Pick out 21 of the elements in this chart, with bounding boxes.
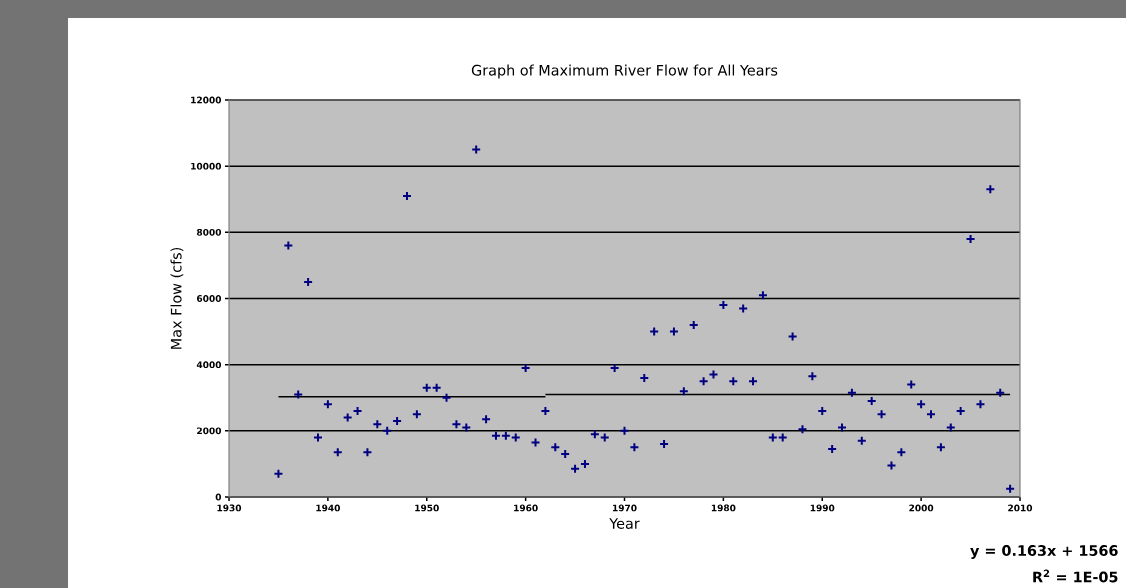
text: R$^{2}$ = 1E-05 (1033, 569, 1118, 583)
chart-title: Graph of Maximum River Flow for All Years (471, 64, 778, 79)
y-tick-label: 6000 (196, 295, 222, 302)
x-tick-label: 1980 (711, 504, 736, 512)
x-tick-label: 1970 (613, 504, 637, 512)
x-tick-label: 1960 (514, 504, 538, 512)
x-tick-label: 1940 (316, 504, 340, 512)
y-tick-label: 0 (215, 493, 222, 501)
x-tick-label: 1950 (415, 504, 439, 512)
x-axis-title: Year (609, 518, 640, 529)
x-tick-label: 2010 (1008, 504, 1033, 512)
y-tick-label: 4000 (196, 361, 222, 369)
y-axis-title: Max Flow (cfs) (170, 247, 184, 349)
text: y = 0.163x + 1566 (970, 545, 1118, 559)
x-tick-label: 1990 (810, 504, 835, 512)
x-tick-label: 1930 (217, 504, 242, 512)
y-tick-label: 12000 (191, 96, 222, 104)
y-tick-label: 2000 (197, 427, 222, 435)
x-tick-label: 2000 (909, 504, 934, 512)
y-tick-label: 8000 (196, 228, 222, 236)
y-tick-label: 10000 (191, 162, 222, 170)
